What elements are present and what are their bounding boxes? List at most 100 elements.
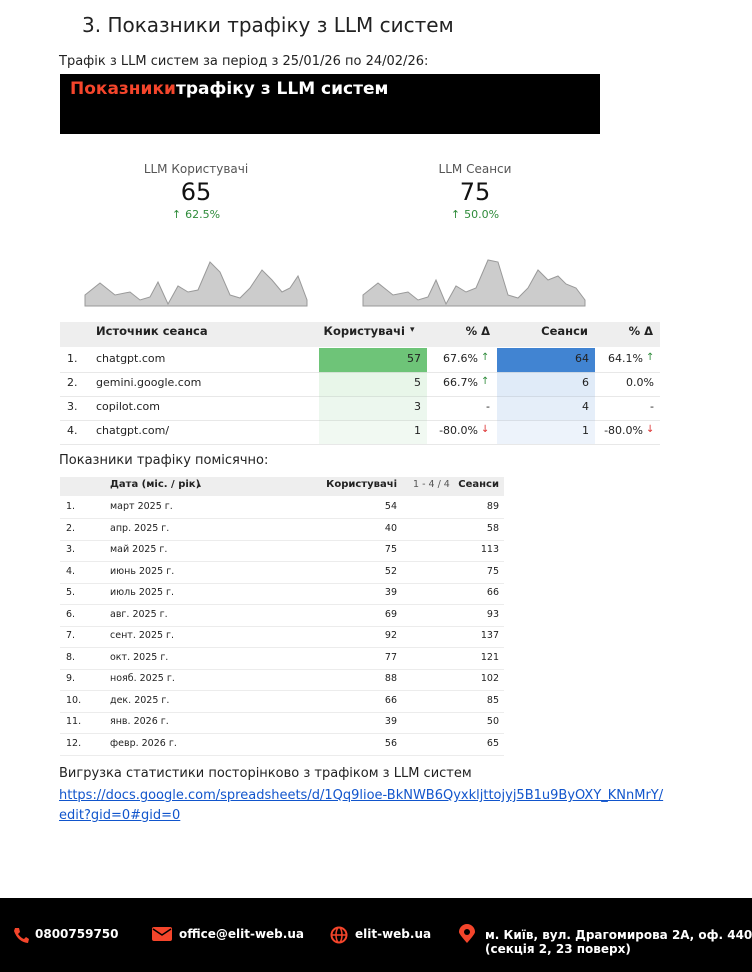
month: февр. 2026 г. <box>110 737 177 749</box>
banner-highlight: Показники <box>70 79 176 99</box>
score-label: LLM Користувачі <box>143 162 249 176</box>
row-index: 4. <box>66 565 76 577</box>
sessions: 137 <box>480 630 499 641</box>
row-line <box>60 625 504 627</box>
row-index: 3. <box>66 544 76 555</box>
sessions-bg <box>497 372 595 396</box>
sessions: 66 <box>486 587 499 598</box>
header-cell: Сеанси <box>458 479 499 490</box>
sort-icon: ▾ <box>410 325 415 335</box>
users: 5 <box>414 376 421 389</box>
month: май 2025 г. <box>110 544 168 555</box>
sort-icon: ▴ <box>197 480 202 489</box>
header-cell: Сеанси <box>541 324 588 338</box>
row-line <box>60 604 504 605</box>
row-line <box>60 647 504 648</box>
row-line <box>60 420 660 421</box>
sparkline <box>84 261 308 307</box>
users-bg <box>319 420 427 444</box>
sessions: 85 <box>486 694 499 706</box>
trend-arrow: ↑ <box>481 352 490 363</box>
trend-arrow: ↑ <box>481 376 490 387</box>
row-line <box>60 690 504 691</box>
row-line <box>60 539 504 541</box>
trend-arrow: ↑ <box>171 208 182 221</box>
sessions: 75 <box>486 565 499 577</box>
sessions: 58 <box>486 522 499 534</box>
month: сент. 2025 г. <box>110 630 175 641</box>
monthly-title: Показники трафіку помісячно: <box>59 453 269 468</box>
row-index: 1. <box>66 501 76 512</box>
footer-address: м. Київ, вул. Драгомирова 2А, оф. 440 <box>485 928 752 942</box>
source: copilot.com <box>96 400 160 413</box>
users: 52 <box>384 565 397 577</box>
row-index: 10. <box>66 694 82 706</box>
sessions: 6 <box>582 376 589 389</box>
trend-arrow: ↓ <box>646 424 655 435</box>
users: 39 <box>384 587 397 598</box>
trend-arrow: ↑ <box>646 352 655 363</box>
month: дек. 2025 г. <box>110 694 170 706</box>
export-text: Вигрузка статистики посторінково з трафі… <box>59 766 472 781</box>
users-bg <box>319 372 427 396</box>
score-value: 65 <box>180 178 212 206</box>
email-icon <box>152 927 172 941</box>
sessions: 89 <box>486 501 499 512</box>
month: апр. 2025 г. <box>110 522 170 534</box>
sessions: 102 <box>480 673 499 684</box>
pagination: 1 - 4 / 4 <box>413 479 450 490</box>
users: 66 <box>384 694 397 706</box>
location-icon <box>459 924 475 943</box>
row-line <box>60 518 504 519</box>
sparkline <box>362 259 586 307</box>
header-row <box>60 477 504 496</box>
row-index: 8. <box>66 651 76 663</box>
web-icon <box>330 926 348 944</box>
header-cell: Источник сеанса <box>96 324 208 338</box>
row-line <box>60 396 660 397</box>
trend-arrow: ↓ <box>481 424 490 435</box>
sessions: 93 <box>486 608 499 620</box>
row-line <box>60 733 504 734</box>
banner-text: трафіку з LLM систем <box>176 79 389 99</box>
footer-email: office@elit-web.ua <box>179 927 304 941</box>
heading: 3. Показники трафіку з LLM систем <box>82 13 454 37</box>
header-cell: % Δ <box>628 324 653 338</box>
row-line <box>60 754 504 756</box>
footer-site: elit-web.ua <box>355 927 432 941</box>
users: 75 <box>384 544 397 555</box>
header-cell: Дата (міс. / рік) <box>110 479 201 490</box>
footer-phone: 0800759750 <box>35 927 119 941</box>
score-label: LLM Сеанси <box>438 162 512 176</box>
users-change: - <box>486 400 490 413</box>
row-index: 3. <box>67 400 78 413</box>
users-bg <box>319 348 427 372</box>
row-index: 2. <box>67 376 78 389</box>
users: 88 <box>384 673 397 684</box>
header-cell: % Δ <box>465 324 490 338</box>
sessions-bg <box>497 420 595 444</box>
row-index: 11. <box>66 716 82 727</box>
source: gemini.google.com <box>96 376 202 389</box>
sparklines <box>84 259 586 307</box>
header-cell: Користувачі <box>323 324 405 338</box>
users-change: 66.7% <box>443 376 478 389</box>
banner: Показники трафіку з LLM систем <box>60 74 600 134</box>
score-change: ↑ 50.0% <box>375 208 575 221</box>
row-line <box>60 711 504 713</box>
row-index: 12. <box>66 737 82 749</box>
sessions-bg <box>497 396 595 420</box>
month: июнь 2025 г. <box>110 565 175 577</box>
month: окт. 2025 г. <box>110 651 169 663</box>
sessions: 65 <box>486 737 499 749</box>
users: 69 <box>384 608 397 620</box>
row-index: 9. <box>66 673 76 684</box>
trend-arrow: ↑ <box>450 208 461 221</box>
users: 92 <box>384 630 397 641</box>
sessions: 50 <box>486 716 499 727</box>
footer-address: (секція 2, 23 поверх) <box>485 942 631 956</box>
sessions: 64 <box>575 352 589 365</box>
export-link[interactable]: https://docs.google.com/spreadsheets/d/1… <box>59 788 664 823</box>
users: 54 <box>384 501 397 512</box>
